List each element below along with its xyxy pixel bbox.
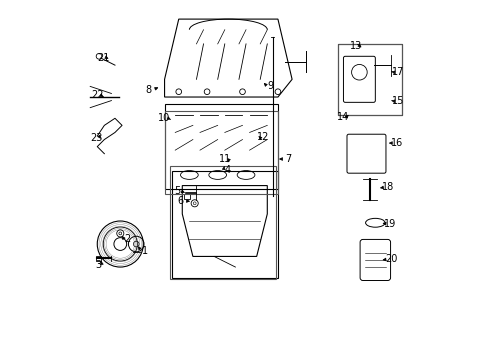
Text: 4: 4 (224, 165, 230, 175)
Bar (337, 44, 401, 115)
Text: 8: 8 (145, 85, 151, 95)
Text: 2: 2 (124, 234, 130, 244)
Bar (169, 166, 275, 280)
Bar (164, 104, 277, 189)
Text: 15: 15 (392, 96, 404, 106)
Text: 18: 18 (381, 182, 393, 192)
Text: 5: 5 (173, 186, 180, 196)
Text: 19: 19 (384, 219, 396, 229)
Text: 9: 9 (267, 81, 273, 91)
Text: 11: 11 (219, 154, 231, 164)
Text: 21: 21 (97, 53, 109, 63)
Text: 13: 13 (349, 41, 361, 51)
Text: 14: 14 (337, 111, 349, 121)
Text: 3: 3 (95, 260, 101, 270)
Bar (96, 256, 101, 261)
Text: 7: 7 (285, 154, 291, 164)
Text: 23: 23 (90, 133, 103, 143)
Text: 6: 6 (177, 196, 183, 206)
Text: 10: 10 (158, 113, 170, 123)
Bar (171, 171, 277, 278)
Text: 12: 12 (257, 132, 269, 142)
Bar (183, 194, 190, 199)
Text: 1: 1 (142, 246, 148, 256)
Bar (164, 111, 277, 195)
Bar (337, 44, 401, 115)
Text: 22: 22 (91, 90, 103, 100)
Text: 16: 16 (390, 138, 402, 148)
Text: 17: 17 (391, 67, 403, 77)
Text: 20: 20 (384, 254, 397, 264)
